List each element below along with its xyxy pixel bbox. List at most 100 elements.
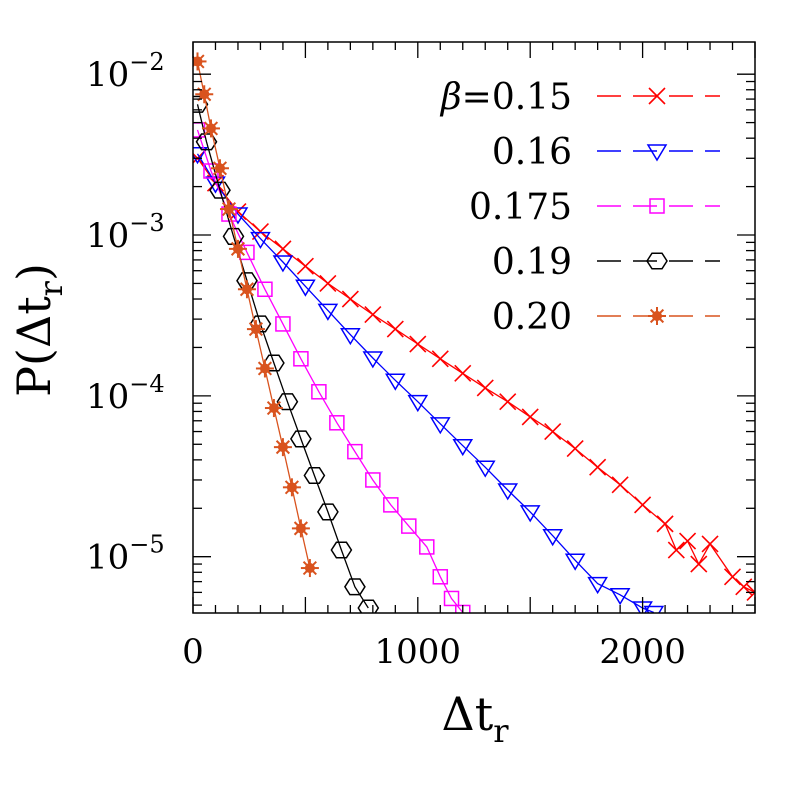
data-point-4-1 — [195, 85, 214, 104]
data-point-1-0 — [193, 147, 208, 165]
data-point-2-13 — [419, 539, 435, 555]
series-line-4 — [196, 61, 311, 569]
data-point-1-5 — [295, 279, 316, 297]
legend-entry-1: 0.16 — [492, 132, 720, 173]
y-tick-label: 10−2 — [86, 48, 165, 95]
data-point-1-9 — [384, 373, 406, 391]
data-point-0-9 — [386, 320, 404, 338]
series-0 — [193, 149, 755, 601]
plot-frame — [192, 41, 756, 614]
data-point-2-4 — [257, 281, 273, 298]
data-point-1-18 — [587, 576, 608, 595]
data-point-0-19 — [611, 476, 629, 494]
data-point-1-1 — [205, 176, 226, 194]
data-point-1-7 — [340, 327, 361, 346]
y-axis-title-sub: r — [32, 280, 70, 296]
axes-layer: 0 1000 2000 10−2 10−3 10−4 10−5 — [86, 41, 756, 672]
data-point-1-4 — [272, 255, 294, 273]
x-tick-label: 2000 — [599, 632, 686, 672]
data-point-0-18 — [589, 458, 607, 476]
y-axis-title-close: ) — [7, 263, 61, 281]
legend-label-4: 0.20 — [492, 297, 572, 338]
data-point-2-5 — [275, 316, 291, 332]
legend-marker-0 — [648, 87, 666, 105]
data-point-2-9 — [347, 443, 363, 460]
series-4 — [193, 52, 319, 578]
data-point-0-17 — [566, 440, 584, 458]
x-axis-title-sub: r — [493, 712, 509, 750]
data-point-2-7 — [311, 384, 327, 400]
data-point-1-2 — [227, 207, 249, 225]
data-point-1-17 — [564, 553, 586, 571]
data-point-0-24 — [690, 555, 708, 573]
legend-entry-3: 0.19 — [492, 242, 720, 283]
data-point-1-11 — [429, 417, 451, 435]
data-point-0-13 — [476, 379, 494, 397]
legend-label-2: 0.175 — [469, 187, 572, 228]
legend-entry-0: β=0.15 — [439, 77, 720, 118]
data-point-1-12 — [452, 438, 474, 457]
data-point-0-15 — [521, 408, 539, 426]
data-point-1-8 — [362, 351, 384, 369]
data-point-3-8 — [290, 430, 312, 448]
data-point-3-11 — [330, 541, 353, 559]
data-point-2-12 — [401, 518, 417, 534]
y-tick-label: 10−5 — [86, 531, 165, 578]
series-layer — [193, 52, 755, 613]
data-point-2-8 — [329, 415, 345, 431]
x-axis-title-main: Δt — [441, 687, 493, 741]
data-point-1-21 — [643, 605, 665, 613]
legend: β=0.15 0.16 0.175 0.19 0.20 — [439, 77, 720, 338]
data-point-1-14 — [497, 483, 519, 501]
data-point-4-13 — [300, 559, 319, 578]
y-axis-title: P(Δtr) — [7, 263, 70, 397]
data-point-4-0 — [193, 52, 207, 71]
data-point-3-9 — [303, 466, 326, 484]
data-point-0-6 — [319, 274, 337, 292]
data-point-1-6 — [317, 303, 339, 321]
data-point-4-3 — [210, 159, 229, 178]
data-point-0-8 — [364, 306, 382, 324]
legend-marker-2 — [649, 198, 665, 214]
y-tick-label: 10−4 — [86, 370, 165, 417]
data-point-3-12 — [344, 578, 366, 596]
data-point-0-22 — [667, 541, 685, 559]
data-point-1-10 — [407, 394, 429, 413]
data-point-4-4 — [219, 200, 238, 219]
data-point-0-21 — [656, 515, 674, 533]
data-point-4-6 — [237, 280, 256, 299]
data-point-2-15 — [443, 590, 460, 607]
legend-marker-3 — [646, 252, 668, 270]
data-point-2-10 — [365, 472, 381, 488]
data-point-0-16 — [544, 422, 562, 441]
y-tick-label: 10−3 — [86, 209, 165, 256]
data-point-3-2 — [209, 181, 231, 199]
data-point-4-11 — [282, 478, 301, 497]
legend-label-0: β=0.15 — [439, 77, 572, 118]
data-point-0-20 — [634, 496, 652, 514]
data-point-0-3 — [251, 223, 270, 241]
series-3 — [193, 95, 380, 613]
data-point-0-14 — [499, 393, 517, 411]
data-point-3-7 — [276, 393, 299, 411]
data-point-0-5 — [296, 257, 314, 275]
data-point-0-25 — [701, 535, 719, 553]
data-point-2-11 — [383, 497, 399, 513]
data-point-1-19 — [609, 588, 631, 606]
data-point-2-14 — [432, 569, 449, 585]
data-point-1-16 — [542, 528, 564, 547]
legend-entry-2: 0.175 — [469, 187, 720, 228]
data-point-4-5 — [228, 239, 247, 258]
series-line-1 — [196, 153, 655, 613]
data-point-0-12 — [454, 364, 472, 382]
series-1 — [193, 147, 665, 613]
series-2 — [193, 122, 471, 613]
data-point-1-3 — [250, 231, 271, 250]
data-point-4-7 — [246, 320, 265, 339]
x-axis-title: Δtr — [441, 687, 509, 750]
data-point-0-23 — [678, 532, 697, 550]
data-point-0-7 — [341, 290, 359, 308]
data-point-0-11 — [431, 350, 449, 368]
data-point-3-13 — [357, 599, 380, 613]
